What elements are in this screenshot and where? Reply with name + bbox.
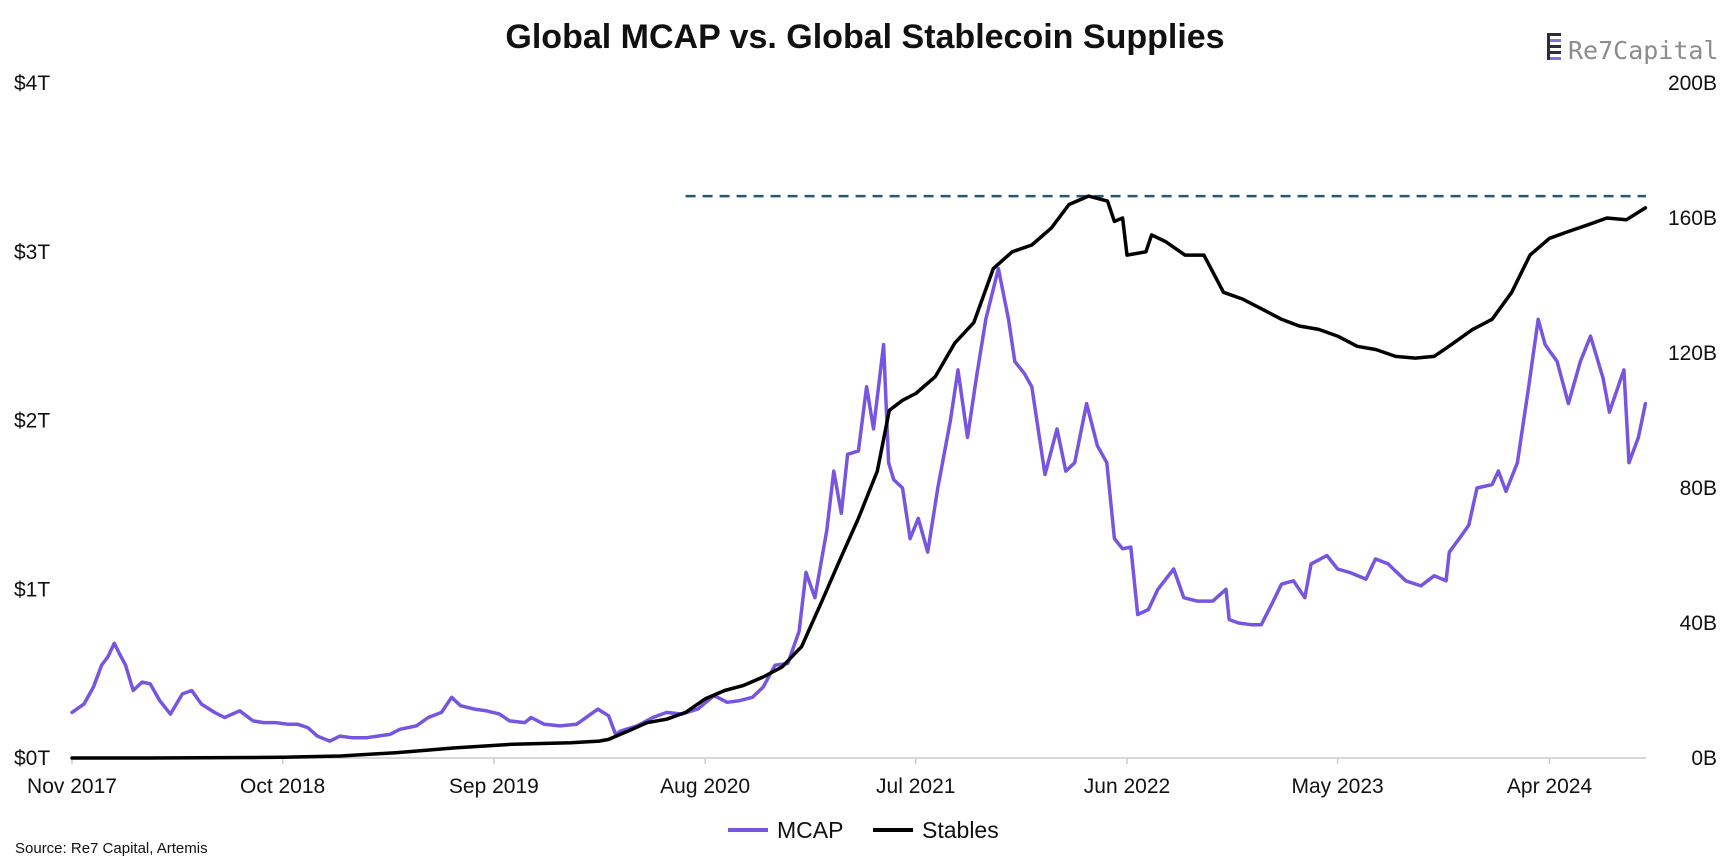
y-left-tick-label: $4T (14, 72, 50, 95)
right-y-axis: 0B 40B 80B 120B 160B 200B (1668, 72, 1717, 770)
legend-mcap-label: MCAP (777, 817, 843, 843)
x-tick-label: Jun 2022 (1084, 775, 1170, 798)
re7-logo-icon (1547, 33, 1561, 60)
legend: MCAP Stables (728, 817, 999, 843)
legend-stables-label: Stables (922, 817, 999, 843)
y-right-tick-label: 0B (1691, 747, 1717, 770)
x-tick-label: Oct 2018 (240, 775, 325, 798)
chart-title: Global MCAP vs. Global Stablecoin Suppli… (505, 18, 1224, 56)
x-tick-label: Aug 2020 (660, 775, 750, 798)
x-axis: Nov 2017 Oct 2018 Sep 2019 Aug 2020 Jul 2021… (27, 758, 1592, 798)
re7-logo: Re7Capital (1547, 33, 1719, 65)
x-tick-label: Jul 2021 (876, 775, 955, 798)
series-stables-line (70, 194, 1648, 760)
y-left-tick-label: $2T (14, 410, 50, 433)
x-tick-label: May 2023 (1292, 775, 1384, 798)
y-right-tick-label: 80B (1680, 477, 1717, 500)
y-right-tick-label: 40B (1680, 612, 1717, 635)
y-left-tick-label: $0T (14, 747, 50, 770)
source-note: Source: Re7 Capital, Artemis (15, 840, 208, 857)
brand-name-part2: Capital (1613, 36, 1718, 65)
y-right-tick-label: 160B (1668, 207, 1717, 230)
left-y-axis: $0T $1T $2T $3T $4T (14, 72, 50, 770)
brand-name-part1: Re7 (1568, 36, 1613, 65)
y-right-tick-label: 120B (1668, 342, 1717, 365)
y-left-tick-label: $1T (14, 578, 50, 601)
series-mcap-line (70, 266, 1648, 743)
x-tick-label: Sep 2019 (449, 775, 539, 798)
x-tick-label: Apr 2024 (1507, 775, 1593, 798)
x-tick-label: Nov 2017 (27, 775, 117, 798)
brand-name: Re7Capital (1568, 36, 1719, 65)
y-left-tick-label: $3T (14, 241, 50, 264)
y-right-tick-label: 200B (1668, 72, 1717, 95)
